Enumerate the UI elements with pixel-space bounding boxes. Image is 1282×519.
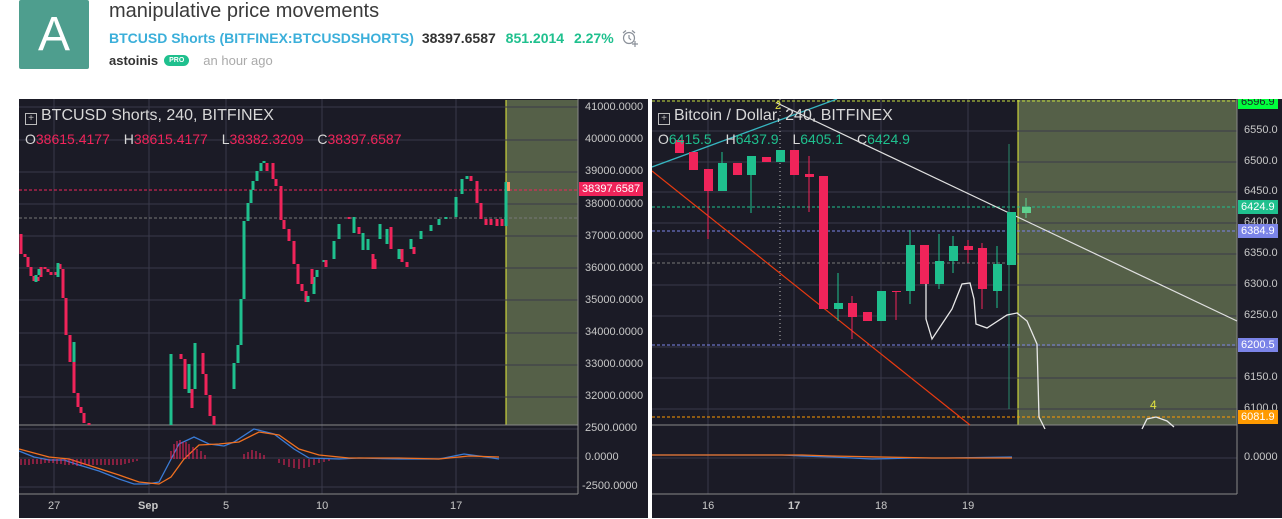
x-tick: 18 [875,500,888,512]
x-tick: 5 [223,500,230,512]
level-tag-blue: 6200.5 [1238,338,1278,352]
left-chart-title: + BTCUSD Shorts, 240, BITFINEX [25,107,274,125]
right-ohlc: O6415.5 H6437.9 L6405.1 C6424.9 [658,131,920,147]
symbol-name-link[interactable]: BTCUSD Shorts [109,30,216,46]
top-level-tag: 6596.9 [1238,99,1278,109]
open-value: 6415.5 [668,131,712,147]
high-value: 6437.9 [735,131,779,147]
y-tick: 36000.0000 [585,262,644,274]
y-tick: 39000.0000 [585,165,644,177]
paren-open: ( [219,30,225,46]
macd-tick: -2500.0000 [582,480,638,492]
macd-tick: 2500.0000 [585,422,637,434]
high-value: 38615.4177 [133,131,208,147]
y-tick: 6250.0 [1244,309,1278,321]
x-tick: 27 [48,500,61,512]
left-ohlc: O38615.4177 H38615.4177 L38382.3209 C383… [25,131,411,147]
open-value: 38615.4177 [35,131,110,147]
timestamp: an hour ago [203,53,273,68]
y-tick: 38000.0000 [585,198,644,210]
y-tick: 40000.0000 [585,133,644,145]
open-label: O [658,131,669,147]
level-tag-orange: 6081.9 [1238,410,1278,424]
close-value: 6424.9 [867,131,910,147]
expand-icon[interactable]: + [658,113,670,125]
close-value: 38397.6587 [327,131,402,147]
right-chart-title: + Bitcoin / Dollar, 240, BITFINEX [658,107,893,125]
y-tick: 6150.0 [1244,371,1278,383]
right-chart-canvas[interactable] [652,99,1282,518]
add-alert-icon[interactable] [621,29,639,47]
pro-badge: PRO [164,55,190,66]
avatar[interactable]: A [19,0,89,69]
high-label: H [725,131,736,147]
low-label: L [792,131,801,147]
level-tag-blue: 6384.9 [1238,224,1278,238]
open-label: O [25,131,36,147]
y-tick: 33000.0000 [585,358,644,370]
high-label: H [123,131,134,147]
wave-label-2: 2 [775,100,782,112]
expand-icon[interactable]: + [25,113,37,125]
y-tick: 37000.0000 [585,230,644,242]
y-tick: 34000.0000 [585,326,644,338]
last-price: 38397.6587 [421,30,496,46]
low-label: L [221,131,230,147]
y-tick: 6450.0 [1244,185,1278,197]
right-chart-title-text: Bitcoin / Dollar, 240, BITFINEX [674,107,893,124]
paren-close: ) [409,30,414,46]
author-name[interactable]: astoinis [109,53,159,68]
x-tick: 16 [702,500,715,512]
y-tick: 35000.0000 [585,294,644,306]
y-tick: 41000.0000 [585,101,644,113]
x-tick: Sep [138,500,159,512]
author-meta: astoinis PRO an hour ago [109,53,273,68]
macd-tick: 0.0000 [1244,451,1278,463]
x-tick: 10 [316,500,329,512]
low-value: 38382.3209 [229,131,304,147]
last-price-tag: 38397.6587 [579,182,644,196]
y-tick: 6500.0 [1244,155,1278,167]
macd-tick: 0.0000 [585,451,619,463]
close-label: C [856,131,868,147]
left-chart[interactable]: + BTCUSD Shorts, 240, BITFINEX O38615.417… [19,99,648,518]
price-change-pct: 2.27% [573,30,614,46]
x-tick: 19 [962,500,975,512]
y-tick: 6300.0 [1244,278,1278,290]
y-tick: 6350.0 [1244,247,1278,259]
last-price-tag: 6424.9 [1238,200,1278,214]
right-chart[interactable]: + Bitcoin / Dollar, 240, BITFINEX O6415.5… [652,99,1282,518]
close-label: C [317,131,328,147]
y-tick: 32000.0000 [585,390,644,402]
left-chart-canvas[interactable] [19,99,648,518]
idea-title: manipulative price movements [109,0,380,22]
y-tick: 6550.0 [1244,124,1278,136]
wave-label-4: 4 [1150,398,1157,412]
price-change: 851.2014 [505,30,565,46]
x-tick: 17 [450,500,463,512]
left-chart-title-text: BTCUSD Shorts, 240, BITFINEX [41,107,274,124]
symbol-line: BTCUSD Shorts (BITFINEX:BTCUSDSHORTS) 38… [109,30,614,46]
x-tick: 17 [788,500,801,512]
symbol-ticker-link[interactable]: BITFINEX:BTCUSDSHORTS [224,30,410,46]
low-value: 6405.1 [800,131,844,147]
